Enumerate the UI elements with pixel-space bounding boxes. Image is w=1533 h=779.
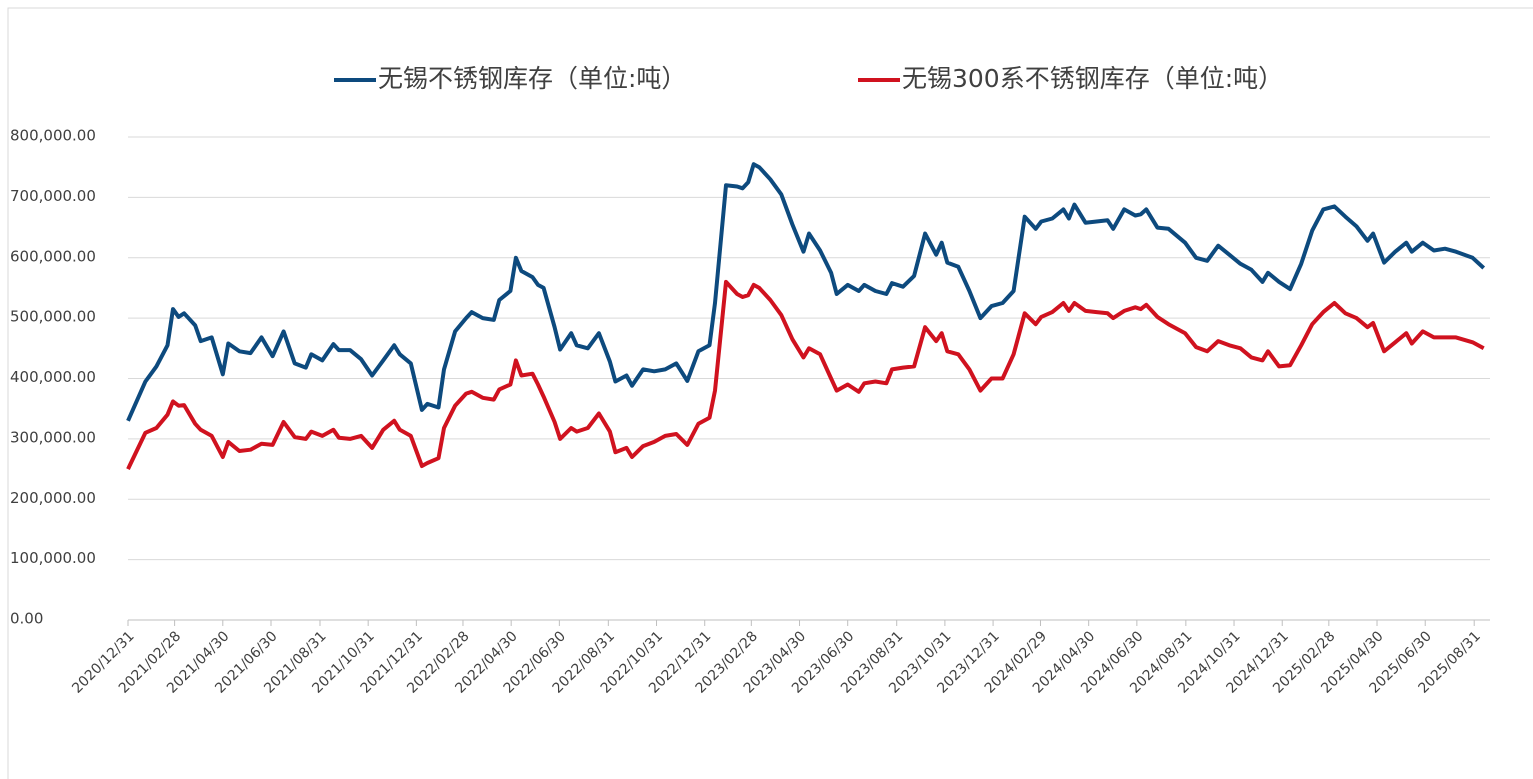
y-tick-label: 0.00 (10, 610, 43, 628)
data-line (126, 279, 1485, 470)
y-tick-label: 100,000.00 (10, 549, 96, 567)
legend-label: 无锡300系不锈钢库存（单位:吨） (902, 64, 1283, 93)
y-tick-label: 200,000.00 (10, 489, 96, 507)
legend-label: 无锡不锈钢库存（单位:吨） (378, 64, 686, 93)
y-tick-label: 800,000.00 (10, 127, 96, 145)
y-tick-label: 600,000.00 (10, 247, 96, 265)
y-tick-label: 300,000.00 (10, 428, 96, 446)
chart-frame (7, 7, 1533, 779)
y-tick-label: 700,000.00 (10, 187, 96, 205)
y-tick-label: 500,000.00 (10, 308, 96, 326)
data-line (126, 162, 1486, 422)
y-tick-label: 400,000.00 (10, 368, 96, 386)
